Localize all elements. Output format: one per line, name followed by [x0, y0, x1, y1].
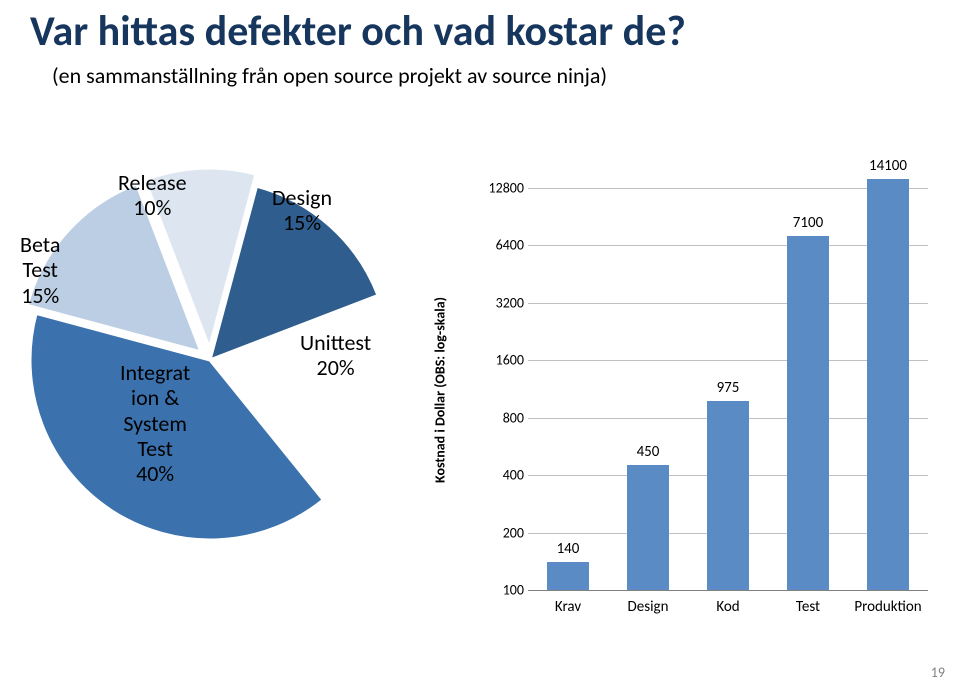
- bar-y-tick: 6400: [480, 237, 524, 254]
- bar-value-label: 14100: [867, 157, 909, 175]
- pie-slice-label: Unittest 20%: [300, 330, 371, 381]
- bar-y-axis-label: Kostnad i Dollar (OBS: log-skala): [432, 297, 449, 483]
- pie-slice-label: Beta Test 15%: [20, 232, 60, 308]
- bar-x-category: Test: [796, 598, 820, 616]
- bar-y-tick: 200: [480, 524, 524, 541]
- bar-value-label: 450: [627, 443, 669, 461]
- bar-rect: [787, 236, 829, 590]
- bar-rect: [867, 179, 909, 590]
- bar-y-tick: 1600: [480, 352, 524, 369]
- bar: 7100: [787, 236, 829, 590]
- bar-x-category: Design: [628, 598, 669, 616]
- bar-x-category: Krav: [555, 598, 581, 616]
- bar-value-label: 7100: [787, 214, 829, 232]
- bar-rect: [547, 562, 589, 590]
- bar-x-category: Produktion: [854, 598, 921, 616]
- bar-rect: [707, 401, 749, 590]
- pie-slice-label: Release 10%: [118, 170, 187, 221]
- bar-x-axis: [528, 590, 928, 591]
- bar-x-category: Kod: [716, 598, 739, 616]
- bar-y-tick: 3200: [480, 294, 524, 311]
- bar-y-tick: 100: [480, 582, 524, 599]
- bar-y-tick: 400: [480, 467, 524, 484]
- pie-chart: Design 15% Unittest 20% Integrat ion & Sys…: [0, 140, 430, 580]
- bar: 140: [547, 562, 589, 590]
- bar: 450: [627, 465, 669, 590]
- pie-slice-label: Design 15%: [272, 185, 332, 236]
- page-subtitle: (en sammanställning från open source pro…: [52, 62, 607, 89]
- bar-chart: Kostnad i Dollar (OBS: log-skala) 100200…: [440, 130, 940, 650]
- page-number: 19: [931, 664, 945, 681]
- bar-rect: [627, 465, 669, 590]
- bar: 975: [707, 401, 749, 590]
- slide-root: Var hittas defekter och vad kostar de? (…: [0, 0, 959, 689]
- page-title: Var hittas defekter och vad kostar de?: [30, 6, 686, 57]
- bar-plot-area: 140 450 975 7100 14100: [528, 130, 928, 590]
- pie-slice-label: Integrat ion & System Test 40%: [120, 360, 190, 486]
- bar-y-tick: 12800: [480, 179, 524, 196]
- bar: 14100: [867, 179, 909, 590]
- bar-value-label: 975: [707, 379, 749, 397]
- bar-value-label: 140: [547, 540, 589, 558]
- bar-y-tick: 800: [480, 409, 524, 426]
